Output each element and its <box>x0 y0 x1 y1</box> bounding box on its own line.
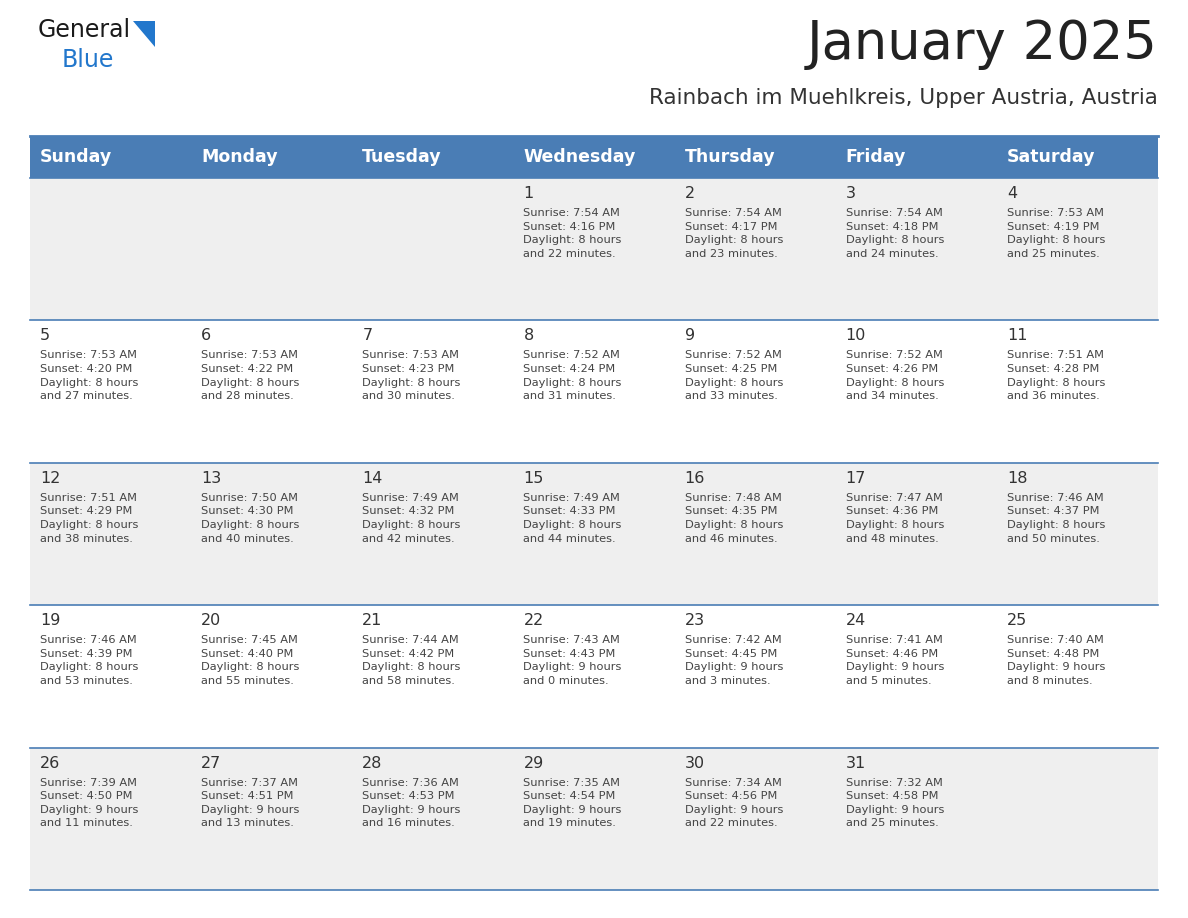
Text: Saturday: Saturday <box>1007 149 1095 166</box>
Text: 31: 31 <box>846 756 866 770</box>
Text: 9: 9 <box>684 329 695 343</box>
Text: Sunrise: 7:32 AM
Sunset: 4:58 PM
Daylight: 9 hours
and 25 minutes.: Sunrise: 7:32 AM Sunset: 4:58 PM Dayligh… <box>846 778 944 828</box>
Text: Sunrise: 7:41 AM
Sunset: 4:46 PM
Daylight: 9 hours
and 5 minutes.: Sunrise: 7:41 AM Sunset: 4:46 PM Dayligh… <box>846 635 944 686</box>
Text: 29: 29 <box>524 756 544 770</box>
Text: 30: 30 <box>684 756 704 770</box>
Text: 1: 1 <box>524 186 533 201</box>
Text: 20: 20 <box>201 613 221 628</box>
Text: 8: 8 <box>524 329 533 343</box>
Text: 11: 11 <box>1007 329 1028 343</box>
Text: Sunrise: 7:51 AM
Sunset: 4:28 PM
Daylight: 8 hours
and 36 minutes.: Sunrise: 7:51 AM Sunset: 4:28 PM Dayligh… <box>1007 351 1105 401</box>
Text: Sunrise: 7:52 AM
Sunset: 4:26 PM
Daylight: 8 hours
and 34 minutes.: Sunrise: 7:52 AM Sunset: 4:26 PM Dayligh… <box>846 351 944 401</box>
Bar <box>30 747 1158 890</box>
Bar <box>30 178 1158 320</box>
Text: 4: 4 <box>1007 186 1017 201</box>
Text: Sunrise: 7:52 AM
Sunset: 4:24 PM
Daylight: 8 hours
and 31 minutes.: Sunrise: 7:52 AM Sunset: 4:24 PM Dayligh… <box>524 351 621 401</box>
Text: Sunrise: 7:47 AM
Sunset: 4:36 PM
Daylight: 8 hours
and 48 minutes.: Sunrise: 7:47 AM Sunset: 4:36 PM Dayligh… <box>846 493 944 543</box>
Text: Sunrise: 7:39 AM
Sunset: 4:50 PM
Daylight: 9 hours
and 11 minutes.: Sunrise: 7:39 AM Sunset: 4:50 PM Dayligh… <box>40 778 138 828</box>
Text: 17: 17 <box>846 471 866 486</box>
Text: 14: 14 <box>362 471 383 486</box>
Text: Sunrise: 7:50 AM
Sunset: 4:30 PM
Daylight: 8 hours
and 40 minutes.: Sunrise: 7:50 AM Sunset: 4:30 PM Dayligh… <box>201 493 299 543</box>
Text: Blue: Blue <box>62 48 114 72</box>
Text: 6: 6 <box>201 329 211 343</box>
Text: Sunrise: 7:46 AM
Sunset: 4:37 PM
Daylight: 8 hours
and 50 minutes.: Sunrise: 7:46 AM Sunset: 4:37 PM Dayligh… <box>1007 493 1105 543</box>
Text: Sunrise: 7:53 AM
Sunset: 4:20 PM
Daylight: 8 hours
and 27 minutes.: Sunrise: 7:53 AM Sunset: 4:20 PM Dayligh… <box>40 351 138 401</box>
Text: Sunrise: 7:44 AM
Sunset: 4:42 PM
Daylight: 8 hours
and 58 minutes.: Sunrise: 7:44 AM Sunset: 4:42 PM Dayligh… <box>362 635 461 686</box>
Text: Sunrise: 7:42 AM
Sunset: 4:45 PM
Daylight: 9 hours
and 3 minutes.: Sunrise: 7:42 AM Sunset: 4:45 PM Dayligh… <box>684 635 783 686</box>
Text: 26: 26 <box>40 756 61 770</box>
Text: Sunrise: 7:45 AM
Sunset: 4:40 PM
Daylight: 8 hours
and 55 minutes.: Sunrise: 7:45 AM Sunset: 4:40 PM Dayligh… <box>201 635 299 686</box>
Text: 12: 12 <box>40 471 61 486</box>
Text: 24: 24 <box>846 613 866 628</box>
Text: Sunrise: 7:53 AM
Sunset: 4:22 PM
Daylight: 8 hours
and 28 minutes.: Sunrise: 7:53 AM Sunset: 4:22 PM Dayligh… <box>201 351 299 401</box>
Text: 23: 23 <box>684 613 704 628</box>
Text: General: General <box>38 18 131 42</box>
Text: 22: 22 <box>524 613 544 628</box>
Text: 25: 25 <box>1007 613 1028 628</box>
Text: Sunrise: 7:52 AM
Sunset: 4:25 PM
Daylight: 8 hours
and 33 minutes.: Sunrise: 7:52 AM Sunset: 4:25 PM Dayligh… <box>684 351 783 401</box>
Text: Tuesday: Tuesday <box>362 149 442 166</box>
Text: Sunrise: 7:48 AM
Sunset: 4:35 PM
Daylight: 8 hours
and 46 minutes.: Sunrise: 7:48 AM Sunset: 4:35 PM Dayligh… <box>684 493 783 543</box>
Text: 27: 27 <box>201 756 221 770</box>
Text: Friday: Friday <box>846 149 906 166</box>
Text: 18: 18 <box>1007 471 1028 486</box>
Text: Sunday: Sunday <box>40 149 112 166</box>
Text: Thursday: Thursday <box>684 149 776 166</box>
Text: 15: 15 <box>524 471 544 486</box>
Bar <box>30 463 1158 605</box>
Bar <box>30 605 1158 747</box>
Text: 10: 10 <box>846 329 866 343</box>
Text: Sunrise: 7:40 AM
Sunset: 4:48 PM
Daylight: 9 hours
and 8 minutes.: Sunrise: 7:40 AM Sunset: 4:48 PM Dayligh… <box>1007 635 1105 686</box>
Text: Sunrise: 7:54 AM
Sunset: 4:18 PM
Daylight: 8 hours
and 24 minutes.: Sunrise: 7:54 AM Sunset: 4:18 PM Dayligh… <box>846 208 944 259</box>
Text: Sunrise: 7:49 AM
Sunset: 4:33 PM
Daylight: 8 hours
and 44 minutes.: Sunrise: 7:49 AM Sunset: 4:33 PM Dayligh… <box>524 493 621 543</box>
Text: Sunrise: 7:34 AM
Sunset: 4:56 PM
Daylight: 9 hours
and 22 minutes.: Sunrise: 7:34 AM Sunset: 4:56 PM Dayligh… <box>684 778 783 828</box>
Text: Sunrise: 7:49 AM
Sunset: 4:32 PM
Daylight: 8 hours
and 42 minutes.: Sunrise: 7:49 AM Sunset: 4:32 PM Dayligh… <box>362 493 461 543</box>
Polygon shape <box>133 21 154 47</box>
Text: 19: 19 <box>40 613 61 628</box>
Text: 13: 13 <box>201 471 221 486</box>
Text: Sunrise: 7:46 AM
Sunset: 4:39 PM
Daylight: 8 hours
and 53 minutes.: Sunrise: 7:46 AM Sunset: 4:39 PM Dayligh… <box>40 635 138 686</box>
Text: Sunrise: 7:37 AM
Sunset: 4:51 PM
Daylight: 9 hours
and 13 minutes.: Sunrise: 7:37 AM Sunset: 4:51 PM Dayligh… <box>201 778 299 828</box>
Text: Wednesday: Wednesday <box>524 149 636 166</box>
Text: Sunrise: 7:51 AM
Sunset: 4:29 PM
Daylight: 8 hours
and 38 minutes.: Sunrise: 7:51 AM Sunset: 4:29 PM Dayligh… <box>40 493 138 543</box>
Text: 28: 28 <box>362 756 383 770</box>
Text: Sunrise: 7:36 AM
Sunset: 4:53 PM
Daylight: 9 hours
and 16 minutes.: Sunrise: 7:36 AM Sunset: 4:53 PM Dayligh… <box>362 778 461 828</box>
Text: Sunrise: 7:53 AM
Sunset: 4:23 PM
Daylight: 8 hours
and 30 minutes.: Sunrise: 7:53 AM Sunset: 4:23 PM Dayligh… <box>362 351 461 401</box>
Text: 16: 16 <box>684 471 704 486</box>
Bar <box>30 320 1158 463</box>
Text: Rainbach im Muehlkreis, Upper Austria, Austria: Rainbach im Muehlkreis, Upper Austria, A… <box>649 88 1158 108</box>
Text: Sunrise: 7:54 AM
Sunset: 4:16 PM
Daylight: 8 hours
and 22 minutes.: Sunrise: 7:54 AM Sunset: 4:16 PM Dayligh… <box>524 208 621 259</box>
Text: 5: 5 <box>40 329 50 343</box>
Bar <box>30 137 1158 178</box>
Text: 3: 3 <box>846 186 855 201</box>
Text: Sunrise: 7:53 AM
Sunset: 4:19 PM
Daylight: 8 hours
and 25 minutes.: Sunrise: 7:53 AM Sunset: 4:19 PM Dayligh… <box>1007 208 1105 259</box>
Text: Sunrise: 7:35 AM
Sunset: 4:54 PM
Daylight: 9 hours
and 19 minutes.: Sunrise: 7:35 AM Sunset: 4:54 PM Dayligh… <box>524 778 621 828</box>
Text: Sunrise: 7:43 AM
Sunset: 4:43 PM
Daylight: 9 hours
and 0 minutes.: Sunrise: 7:43 AM Sunset: 4:43 PM Dayligh… <box>524 635 621 686</box>
Text: 21: 21 <box>362 613 383 628</box>
Text: 7: 7 <box>362 329 372 343</box>
Text: Monday: Monday <box>201 149 278 166</box>
Text: 2: 2 <box>684 186 695 201</box>
Text: Sunrise: 7:54 AM
Sunset: 4:17 PM
Daylight: 8 hours
and 23 minutes.: Sunrise: 7:54 AM Sunset: 4:17 PM Dayligh… <box>684 208 783 259</box>
Text: January 2025: January 2025 <box>807 18 1158 70</box>
